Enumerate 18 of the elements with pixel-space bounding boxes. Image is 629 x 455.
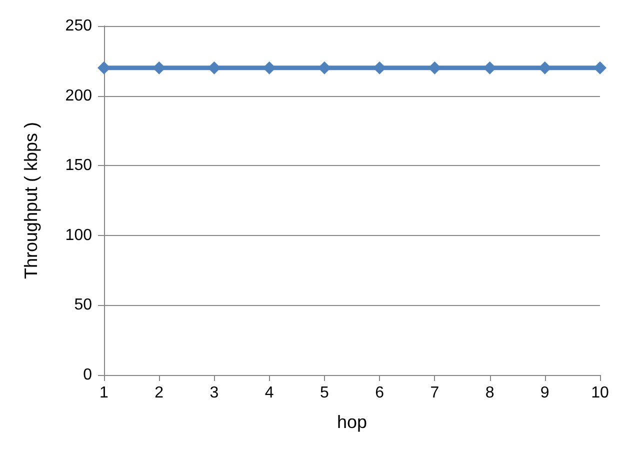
y-tick-label: 100 — [65, 226, 92, 244]
x-tick-label: 4 — [264, 384, 274, 402]
y-tick-label: 200 — [65, 87, 92, 104]
y-tick-label: 250 — [65, 18, 92, 34]
x-tick-label: 6 — [375, 384, 384, 402]
x-tick-label: 7 — [430, 384, 440, 402]
x-tick-label: 10 — [591, 384, 609, 402]
x-tick-label: 8 — [485, 384, 494, 402]
x-axis-title: hop — [336, 412, 368, 432]
x-tick-label: 2 — [154, 384, 164, 402]
y-tick-label: 50 — [74, 296, 92, 314]
x-tick-label: 3 — [210, 384, 219, 402]
x-tick-label: 5 — [320, 384, 329, 402]
y-tick-label: 150 — [65, 157, 92, 174]
y-tick-label: 0 — [83, 366, 92, 384]
x-tick-label: 1 — [100, 384, 109, 402]
y-axis-title: Throughput ( kbps ) — [21, 122, 41, 280]
x-tick-label: 9 — [540, 384, 550, 402]
